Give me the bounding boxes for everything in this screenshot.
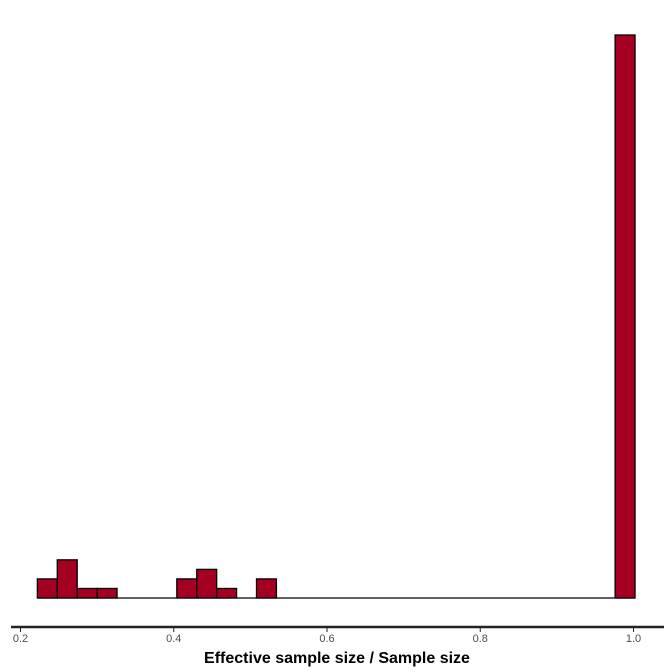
x-tick-label: 0.4	[166, 633, 181, 645]
histogram-bar	[216, 587, 238, 599]
histogram-bar	[36, 578, 58, 599]
histogram-bars	[36, 34, 636, 599]
x-tick-label: 0.8	[473, 633, 488, 645]
histogram-bar	[76, 587, 98, 599]
histogram-bar	[176, 578, 198, 599]
histogram-bar	[614, 34, 636, 599]
x-tick-label: 1.0	[626, 633, 641, 645]
histogram-bar	[96, 587, 118, 599]
x-tick-label: 0.2	[13, 633, 28, 645]
x-axis-ticks: 0.2 0.4 0.6 0.8 1.0	[13, 627, 641, 645]
histogram-bar	[56, 559, 78, 599]
x-axis-title: Effective sample size / Sample size	[204, 650, 470, 667]
x-tick-label: 0.6	[319, 633, 334, 645]
histogram-bar	[255, 578, 278, 599]
histogram-bar	[196, 568, 218, 599]
